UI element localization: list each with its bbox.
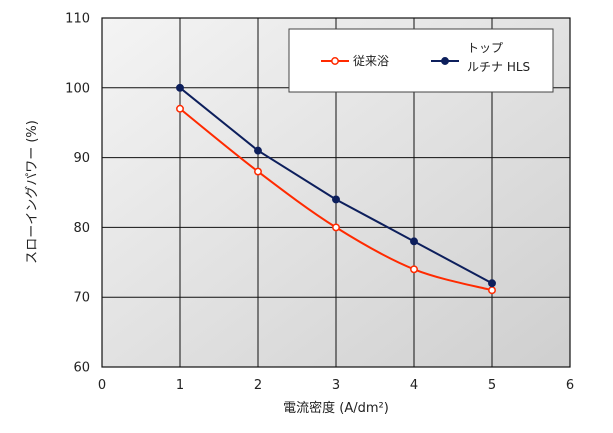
data-point-series-2 — [254, 146, 262, 155]
legend-label-series-1: 従来浴 — [353, 54, 389, 68]
data-point-series-1 — [332, 223, 340, 232]
x-axis-ticks: 0 1 2 3 4 5 6 — [98, 378, 574, 393]
series-group — [176, 83, 496, 295]
x-tick-label: 4 — [410, 378, 418, 393]
y-tick-label: 110 — [65, 12, 90, 27]
plot-frame — [101, 17, 571, 368]
x-axis-title: 電流密度 (A/dm²) — [283, 400, 389, 416]
data-point-series-1 — [254, 167, 262, 176]
data-point-series-1 — [410, 265, 418, 274]
data-point-series-2 — [176, 83, 184, 92]
y-tick-label: 100 — [65, 81, 90, 96]
y-tick-label: 70 — [73, 291, 90, 306]
x-tick-label: 0 — [98, 378, 106, 393]
y-axis-ticks: 60 70 80 90 100 110 — [65, 12, 90, 376]
y-tick-label: 60 — [73, 361, 90, 376]
x-tick-label: 5 — [488, 378, 496, 393]
legend: 従来浴 トップ ルチナ HLS — [288, 28, 554, 93]
data-point-series-2 — [410, 237, 418, 246]
legend-swatch-marker-series-1 — [331, 57, 339, 65]
data-point-series-2 — [488, 279, 496, 288]
x-tick-label: 2 — [254, 378, 262, 393]
x-tick-label: 6 — [566, 378, 574, 393]
y-tick-label: 80 — [73, 221, 90, 236]
y-axis-title: スローイングパワー (%) — [25, 120, 40, 264]
data-point-series-1 — [176, 104, 184, 113]
x-tick-label: 1 — [176, 378, 184, 393]
x-tick-label: 3 — [332, 378, 340, 393]
y-tick-label: 90 — [73, 151, 90, 166]
legend-label-series-2-line-1: トップ — [467, 41, 503, 55]
data-point-series-1 — [488, 286, 496, 295]
data-point-series-2 — [332, 195, 340, 204]
legend-swatch-marker-series-2 — [441, 57, 449, 65]
legend-label-series-2-line-2: ルチナ HLS — [467, 60, 530, 74]
